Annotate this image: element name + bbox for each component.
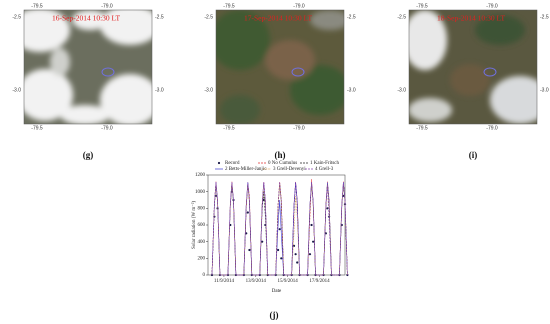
data-point bbox=[276, 248, 280, 252]
data-point bbox=[296, 261, 299, 264]
image-frame bbox=[408, 9, 538, 125]
panel-label: (j) bbox=[270, 310, 279, 320]
timestamp: 18-Sep-2014 10:30 LT bbox=[437, 14, 505, 23]
y-axis-label: Solar radiation (W m⁻²) bbox=[191, 201, 197, 249]
lat-tick-label: -3.0 bbox=[204, 87, 213, 93]
lon-tick-label: -79.0 bbox=[101, 3, 113, 9]
panel-label: (h) bbox=[275, 150, 286, 160]
data-point bbox=[310, 223, 313, 227]
x-tick-label: 13/9/2014 bbox=[246, 279, 267, 284]
lon-tick-label: -79.0 bbox=[293, 3, 305, 9]
lon-tick-label: -79.5 bbox=[223, 125, 235, 131]
y-tick-label: 400 bbox=[198, 240, 206, 245]
lat-tick-label: -2.5 bbox=[347, 14, 356, 20]
lon-tick-label: -79.5 bbox=[31, 125, 43, 131]
y-tick-label: 1200 bbox=[195, 173, 206, 178]
data-point bbox=[280, 257, 283, 260]
legend-label: 4 Grell-3 bbox=[315, 167, 334, 172]
legend-marker bbox=[217, 161, 221, 165]
data-point bbox=[312, 240, 315, 243]
data-point bbox=[324, 232, 327, 235]
x-axis-label: Date bbox=[272, 289, 282, 294]
legend-label: 0 No Cumulus bbox=[268, 161, 297, 166]
lat-tick-label: -2.5 bbox=[397, 14, 406, 20]
data-point bbox=[248, 248, 251, 252]
data-point bbox=[261, 240, 264, 243]
y-tick-label: 200 bbox=[198, 256, 206, 261]
image-frame bbox=[215, 9, 345, 125]
timestamp: 17-Sep-2014 10:30 LT bbox=[244, 14, 312, 23]
lat-tick-label: -2.5 bbox=[155, 14, 164, 20]
data-point bbox=[326, 207, 329, 210]
lon-tick-label: -79.5 bbox=[416, 3, 428, 9]
data-point bbox=[245, 232, 248, 235]
lon-tick-label: -79.5 bbox=[31, 3, 43, 9]
lat-tick-label: -3.0 bbox=[12, 87, 21, 93]
timestamp: 16-Sep-2014 10:30 LT bbox=[52, 14, 120, 23]
legend-label: Record bbox=[225, 161, 240, 166]
lon-tick-label: -79.0 bbox=[293, 125, 305, 131]
legend-label: 2 Betts-Miller-Janjic bbox=[225, 167, 267, 172]
data-point bbox=[278, 228, 281, 231]
y-tick-label: 600 bbox=[198, 223, 206, 228]
legend-label: 3 Grell-Devenyi bbox=[273, 167, 306, 172]
data-point bbox=[308, 253, 312, 256]
lon-tick-label: -79.0 bbox=[101, 125, 113, 131]
data-point bbox=[294, 253, 297, 256]
lon-tick-label: -79.0 bbox=[486, 3, 498, 9]
x-tick-label: 17/9/2014 bbox=[309, 279, 330, 284]
lat-tick-label: -3.0 bbox=[540, 87, 549, 93]
series-line bbox=[211, 182, 348, 276]
data-point bbox=[213, 215, 216, 218]
lat-tick-label: -2.5 bbox=[540, 14, 549, 20]
legend-label: 1 Kain-Fritsch bbox=[310, 161, 340, 166]
lat-tick-label: -2.5 bbox=[12, 14, 21, 20]
lon-tick-label: -79.5 bbox=[416, 125, 428, 131]
satellite-image bbox=[409, 10, 537, 124]
lon-tick-label: -79.5 bbox=[223, 3, 235, 9]
data-point bbox=[246, 211, 249, 214]
lat-tick-label: -3.0 bbox=[155, 87, 164, 93]
lat-tick-label: -3.0 bbox=[347, 87, 356, 93]
y-tick-label: 800 bbox=[198, 206, 206, 211]
panel-label: (i) bbox=[469, 150, 478, 160]
x-tick-label: 15/9/2014 bbox=[278, 279, 299, 284]
y-tick-label: 0 bbox=[203, 273, 206, 278]
lat-tick-label: -3.0 bbox=[397, 87, 406, 93]
y-tick-label: 1000 bbox=[195, 190, 206, 195]
satellite-image bbox=[24, 10, 152, 124]
image-frame bbox=[23, 9, 153, 125]
lat-tick-label: -2.5 bbox=[204, 14, 213, 20]
satellite-image bbox=[216, 10, 344, 124]
panel-label: (g) bbox=[83, 150, 94, 160]
lon-tick-label: -79.0 bbox=[486, 125, 498, 131]
x-tick-label: 11/9/2014 bbox=[214, 279, 235, 284]
